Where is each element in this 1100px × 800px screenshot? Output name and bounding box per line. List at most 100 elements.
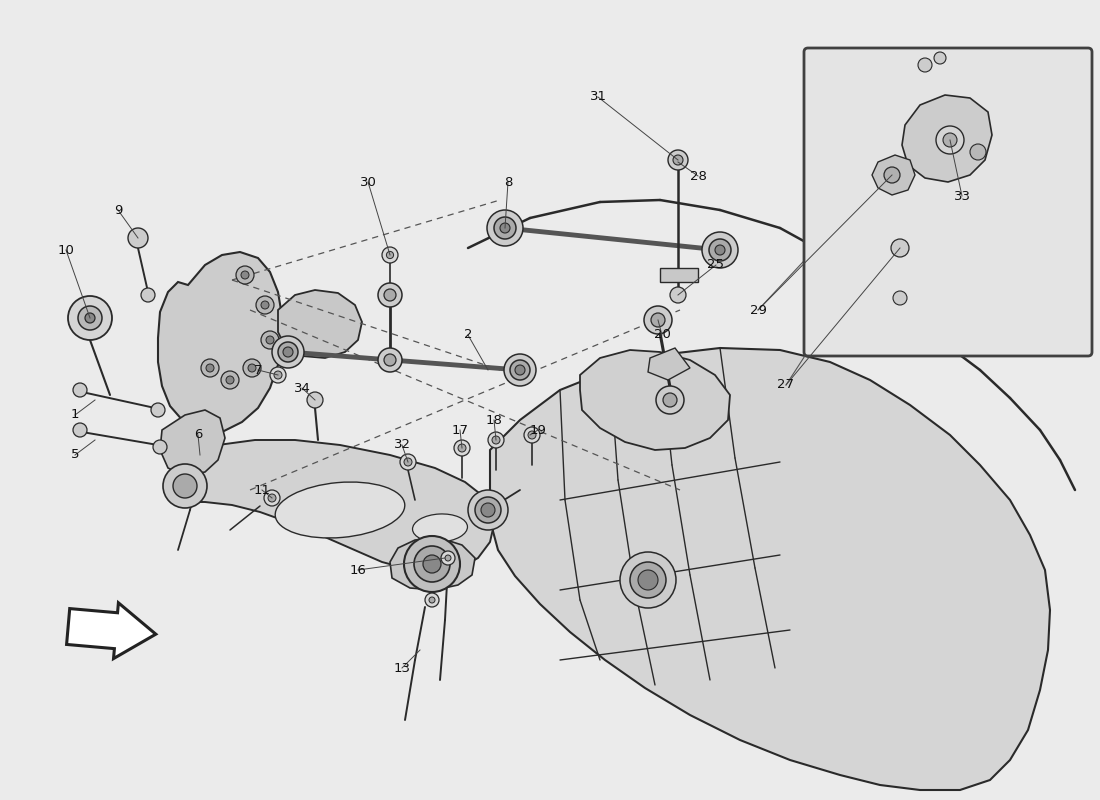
Circle shape <box>936 126 964 154</box>
Circle shape <box>68 296 112 340</box>
Text: 31: 31 <box>590 90 606 103</box>
Circle shape <box>468 490 508 530</box>
Text: 13: 13 <box>394 662 410 674</box>
Polygon shape <box>902 95 992 182</box>
Circle shape <box>78 306 102 330</box>
Text: 20: 20 <box>653 329 670 342</box>
Polygon shape <box>490 348 1050 790</box>
Polygon shape <box>67 603 156 658</box>
Circle shape <box>893 291 907 305</box>
Circle shape <box>500 223 510 233</box>
Circle shape <box>515 365 525 375</box>
Circle shape <box>458 444 466 452</box>
Text: 10: 10 <box>57 243 75 257</box>
Circle shape <box>510 360 530 380</box>
Circle shape <box>266 336 274 344</box>
Polygon shape <box>278 290 362 358</box>
Circle shape <box>424 555 441 573</box>
FancyBboxPatch shape <box>804 48 1092 356</box>
Circle shape <box>264 490 280 506</box>
Circle shape <box>382 247 398 263</box>
Circle shape <box>400 454 416 470</box>
Circle shape <box>226 376 234 384</box>
Circle shape <box>243 359 261 377</box>
Circle shape <box>934 52 946 64</box>
Text: 9: 9 <box>113 203 122 217</box>
Circle shape <box>268 494 276 502</box>
Circle shape <box>425 593 439 607</box>
Polygon shape <box>872 155 915 195</box>
Text: 2: 2 <box>464 329 472 342</box>
Circle shape <box>441 551 455 565</box>
Circle shape <box>414 546 450 582</box>
Text: 17: 17 <box>451 423 469 437</box>
Circle shape <box>278 342 298 362</box>
Circle shape <box>141 288 155 302</box>
Circle shape <box>73 423 87 437</box>
Circle shape <box>943 133 957 147</box>
Text: 34: 34 <box>294 382 310 394</box>
Circle shape <box>663 393 676 407</box>
Circle shape <box>261 301 270 309</box>
Circle shape <box>504 354 536 386</box>
Polygon shape <box>390 538 475 590</box>
Circle shape <box>378 283 402 307</box>
Circle shape <box>715 245 725 255</box>
Circle shape <box>221 371 239 389</box>
Polygon shape <box>168 440 495 572</box>
Circle shape <box>429 597 434 603</box>
Circle shape <box>206 364 214 372</box>
Text: 30: 30 <box>360 175 376 189</box>
Circle shape <box>891 239 909 257</box>
Circle shape <box>274 371 282 379</box>
Circle shape <box>644 306 672 334</box>
Circle shape <box>454 440 470 456</box>
Circle shape <box>283 347 293 357</box>
Circle shape <box>261 331 279 349</box>
Circle shape <box>528 431 536 439</box>
Circle shape <box>378 348 402 372</box>
Circle shape <box>918 58 932 72</box>
Circle shape <box>673 155 683 165</box>
Polygon shape <box>660 268 698 282</box>
Text: 28: 28 <box>690 170 706 182</box>
Circle shape <box>630 562 666 598</box>
Polygon shape <box>158 252 282 432</box>
Circle shape <box>173 474 197 498</box>
Circle shape <box>651 313 666 327</box>
Circle shape <box>620 552 676 608</box>
Text: 16: 16 <box>350 563 366 577</box>
Circle shape <box>307 392 323 408</box>
Circle shape <box>248 364 256 372</box>
Circle shape <box>236 266 254 284</box>
Circle shape <box>386 251 394 258</box>
Circle shape <box>481 503 495 517</box>
Polygon shape <box>648 348 690 380</box>
Circle shape <box>404 536 460 592</box>
Circle shape <box>128 228 148 248</box>
Text: 29: 29 <box>749 303 767 317</box>
Circle shape <box>201 359 219 377</box>
Circle shape <box>73 383 87 397</box>
Text: 33: 33 <box>954 190 970 202</box>
Circle shape <box>85 313 95 323</box>
Text: 7: 7 <box>254 363 262 377</box>
Text: 6: 6 <box>194 429 202 442</box>
Circle shape <box>384 289 396 301</box>
Circle shape <box>492 436 500 444</box>
Circle shape <box>670 287 686 303</box>
Text: 11: 11 <box>253 483 271 497</box>
Text: 1: 1 <box>70 409 79 422</box>
Circle shape <box>446 555 451 561</box>
Text: 18: 18 <box>485 414 503 426</box>
Circle shape <box>163 464 207 508</box>
Ellipse shape <box>412 514 468 542</box>
Circle shape <box>710 239 732 261</box>
Circle shape <box>494 217 516 239</box>
Text: 5: 5 <box>70 449 79 462</box>
Circle shape <box>153 440 167 454</box>
Circle shape <box>524 427 540 443</box>
Circle shape <box>404 458 412 466</box>
Circle shape <box>241 271 249 279</box>
Circle shape <box>668 150 688 170</box>
